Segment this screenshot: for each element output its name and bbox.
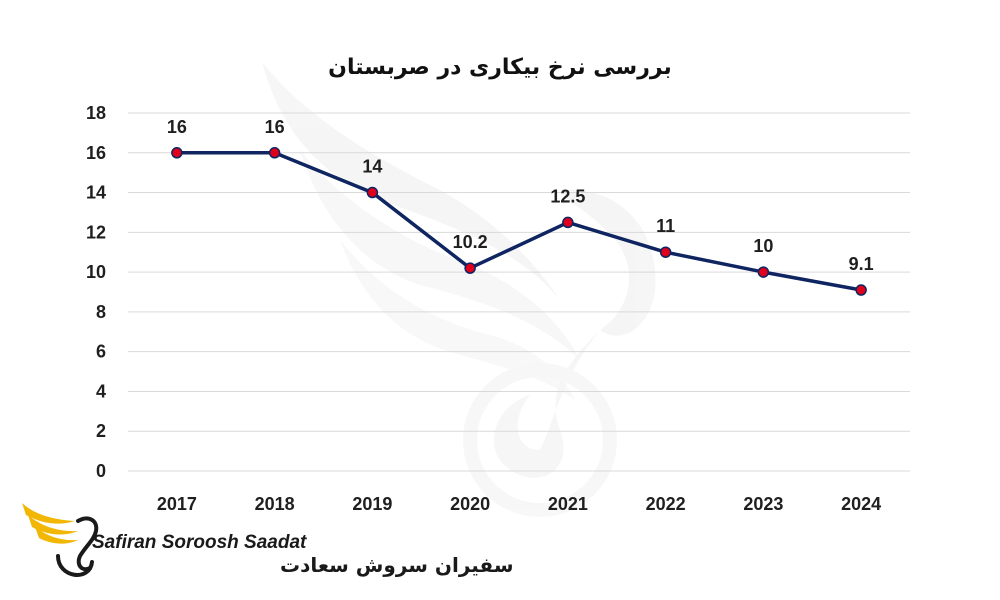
data-label: 16 (167, 117, 187, 137)
y-tick-label: 12 (86, 222, 106, 242)
data-label: 14 (362, 157, 382, 177)
series-line (176, 151, 862, 292)
x-tick-label: 2017 (157, 494, 197, 514)
wing-swan-watermark-icon (262, 62, 656, 517)
x-axis-ticks: 2017 2018 2019 2020 2021 2022 2023 2024 (157, 494, 881, 514)
y-tick-label: 2 (96, 421, 106, 441)
data-point (268, 147, 281, 159)
y-tick-label: 8 (96, 302, 106, 322)
y-tick-label: 16 (86, 143, 106, 163)
data-point (855, 284, 867, 296)
data-label: 10.2 (453, 232, 488, 252)
x-tick-label: 2018 (255, 494, 295, 514)
x-tick-label: 2023 (743, 494, 783, 514)
chart-title: بررسی نرخ بیکاری در صربستان (328, 55, 672, 80)
y-tick-label: 18 (86, 103, 106, 123)
data-labels: 16 16 14 10.2 12.5 11 10 9.1 (167, 117, 874, 274)
x-tick-label: 2024 (841, 494, 881, 514)
y-tick-label: 4 (96, 381, 106, 401)
logo-english-text: Safiran Soroosh Saadat (92, 532, 307, 553)
data-label: 12.5 (550, 186, 585, 206)
data-point (562, 216, 574, 229)
gridlines (128, 112, 910, 472)
data-point (464, 262, 476, 274)
data-point (366, 186, 379, 199)
x-tick-label: 2020 (450, 494, 490, 514)
x-tick-label: 2019 (352, 494, 392, 514)
data-label: 11 (656, 216, 675, 236)
x-tick-label: 2021 (548, 494, 588, 514)
wing-swan-logo-icon (22, 503, 99, 577)
data-label: 9.1 (849, 254, 874, 274)
y-tick-label: 0 (96, 461, 106, 481)
data-label: 16 (265, 117, 285, 137)
data-point (171, 147, 183, 159)
data-point (659, 246, 672, 258)
data-point (757, 266, 770, 278)
y-axis-ticks: 0 2 4 6 8 10 12 14 16 18 (86, 103, 106, 481)
data-markers (171, 147, 867, 296)
logo-persian-text: سفیران سروش سعادت (280, 553, 514, 577)
y-tick-label: 6 (96, 342, 106, 362)
x-tick-label: 2022 (646, 494, 686, 514)
company-logo: Safiran Soroosh Saadat سفیران سروش سعادت (22, 503, 514, 577)
data-label: 10 (753, 236, 773, 256)
y-tick-label: 14 (86, 183, 106, 203)
y-tick-label: 10 (86, 262, 106, 282)
